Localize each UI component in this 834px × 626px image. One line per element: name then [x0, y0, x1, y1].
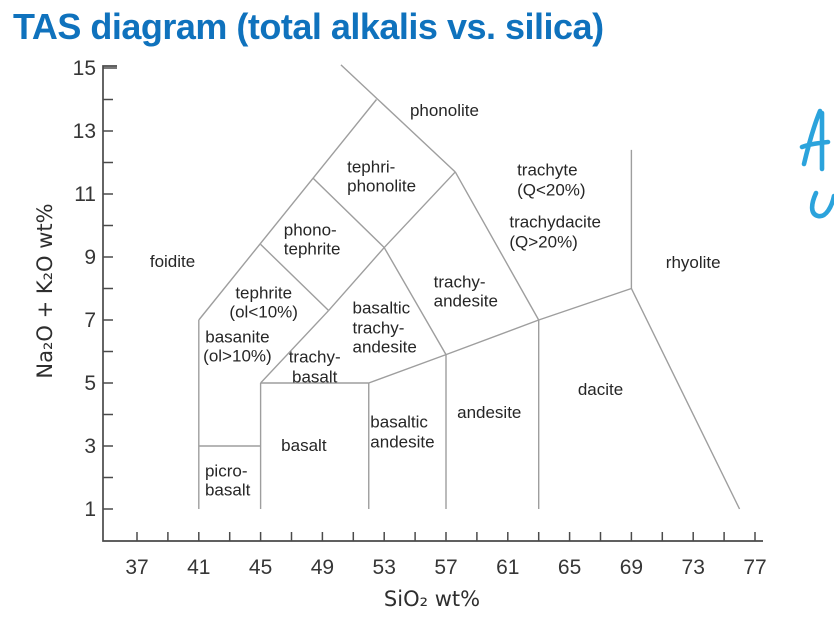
boundary-tephriphonolite-trachyandesite — [383, 171, 456, 249]
x-tick-label: 53 — [373, 556, 396, 579]
y-tick-label: 13 — [73, 120, 96, 143]
x-tick-label: 37 — [125, 556, 148, 579]
boundary-basaltic-andesite-top — [368, 353, 447, 384]
x-tick-label: 57 — [434, 556, 457, 579]
axes — [102, 65, 763, 542]
x-tick-label: 65 — [558, 556, 581, 579]
y-tick-label: 9 — [84, 246, 96, 269]
x-tick-label: 45 — [249, 556, 272, 579]
x-tick-label: 73 — [682, 556, 705, 579]
boundary-foidite-diagonal — [198, 99, 378, 321]
x-tick-label: 41 — [187, 556, 210, 579]
y-tick-label: 1 — [84, 498, 96, 521]
x-tick-label: 69 — [620, 556, 643, 579]
boundary-tephrite-trachybasalt — [260, 310, 330, 384]
boundary-tephrite-phonotephrite — [260, 243, 330, 312]
x-tick-label: 49 — [311, 556, 334, 579]
x-tick-label: 77 — [743, 556, 766, 579]
boundary-dacite-rhyolite — [630, 288, 741, 510]
y-tick-label: 5 — [84, 372, 96, 395]
handwriting-letter-a — [799, 108, 831, 172]
y-tick-label: 7 — [84, 309, 96, 332]
boundary-phonotephrite-basaltic-trachyandesite — [328, 247, 385, 312]
page-title: TAS diagram (total alkalis vs. silica) — [13, 6, 604, 47]
y-tick-label: 3 — [84, 435, 96, 458]
y-tick-label: 11 — [74, 183, 96, 206]
boundary-trachyandesite-trachyte — [454, 171, 540, 321]
y-axis-title: Na₂O + K₂O wt% — [33, 203, 57, 378]
y-tick-label: 15 — [73, 57, 96, 80]
boundary-andesite-top — [445, 319, 539, 356]
x-tick-label: 61 — [496, 556, 519, 579]
handwriting-letter-u — [809, 190, 834, 219]
boundary-dacite-top — [538, 287, 632, 321]
boundary-basaltic-trachyandesite-trachyandesite — [383, 247, 447, 355]
handwritten-annotation — [799, 108, 834, 219]
x-axis-title: SiO₂ wt% — [384, 587, 480, 611]
boundary-phonolite-left — [340, 64, 456, 173]
boundary-phonotephrite-tephriphonolite — [312, 177, 385, 249]
